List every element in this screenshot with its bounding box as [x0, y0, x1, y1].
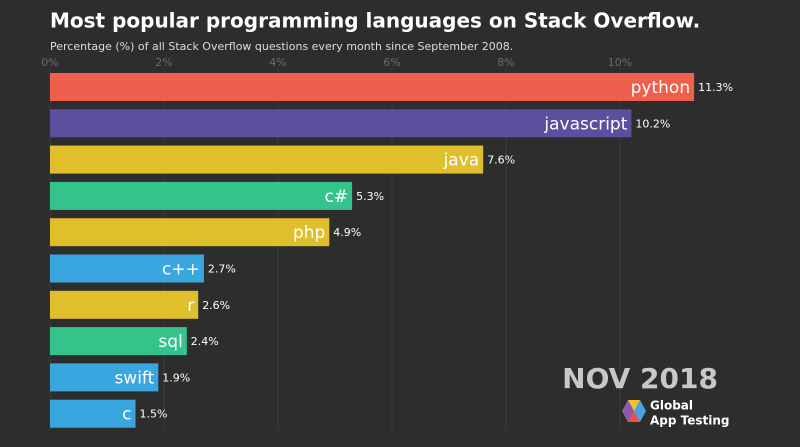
- date-annotation: NOV 2018: [562, 362, 718, 395]
- bar-label: swift: [114, 368, 154, 388]
- bar: [50, 254, 204, 283]
- value-label: 1.5%: [140, 408, 168, 421]
- x-tick-label: 8%: [497, 56, 514, 69]
- x-tick-label: 4%: [269, 56, 286, 69]
- bar: [50, 218, 330, 247]
- chart-title: Most popular programming languages on St…: [50, 9, 700, 33]
- bar-label: c#: [325, 187, 349, 207]
- x-tick-label: 2%: [155, 56, 172, 69]
- bar: [50, 363, 159, 392]
- bar: [50, 399, 136, 428]
- value-label: 7.6%: [487, 154, 515, 167]
- bar-label: c++: [162, 260, 200, 280]
- x-tick-label: 10%: [608, 56, 632, 69]
- bar-label: sql: [158, 332, 182, 352]
- bar-label: python: [631, 78, 690, 98]
- chart-subtitle: Percentage (%) of all Stack Overflow que…: [50, 40, 513, 53]
- logo-icon-part: [628, 411, 640, 422]
- bar: [50, 73, 695, 101]
- x-tick-label: 6%: [383, 56, 400, 69]
- value-label: 1.9%: [162, 371, 190, 384]
- value-label: 4.9%: [333, 226, 361, 239]
- logo-icon-part: [628, 400, 640, 411]
- bar: [50, 327, 187, 356]
- logo-text: App Testing: [650, 414, 730, 428]
- bar-label: java: [443, 151, 480, 171]
- value-label: 2.4%: [191, 335, 219, 348]
- logo: Global App Testing: [622, 399, 730, 428]
- logo-text: Global: [650, 399, 693, 413]
- value-label: 5.3%: [356, 190, 384, 203]
- logo-icon-part: [622, 400, 634, 422]
- bar-label: c: [122, 405, 131, 425]
- value-label: 10.2%: [635, 117, 670, 130]
- value-label: 11.3%: [698, 81, 733, 94]
- bar: [50, 290, 199, 319]
- bar: [50, 145, 484, 174]
- bar-label: php: [293, 223, 325, 243]
- bar-label: r: [187, 296, 194, 316]
- bar: [50, 109, 632, 138]
- value-label: 2.6%: [202, 299, 230, 312]
- bar: [50, 181, 353, 210]
- bar-label: javascript: [543, 114, 627, 134]
- value-label: 2.7%: [208, 263, 236, 276]
- x-tick-label: 0%: [41, 56, 58, 69]
